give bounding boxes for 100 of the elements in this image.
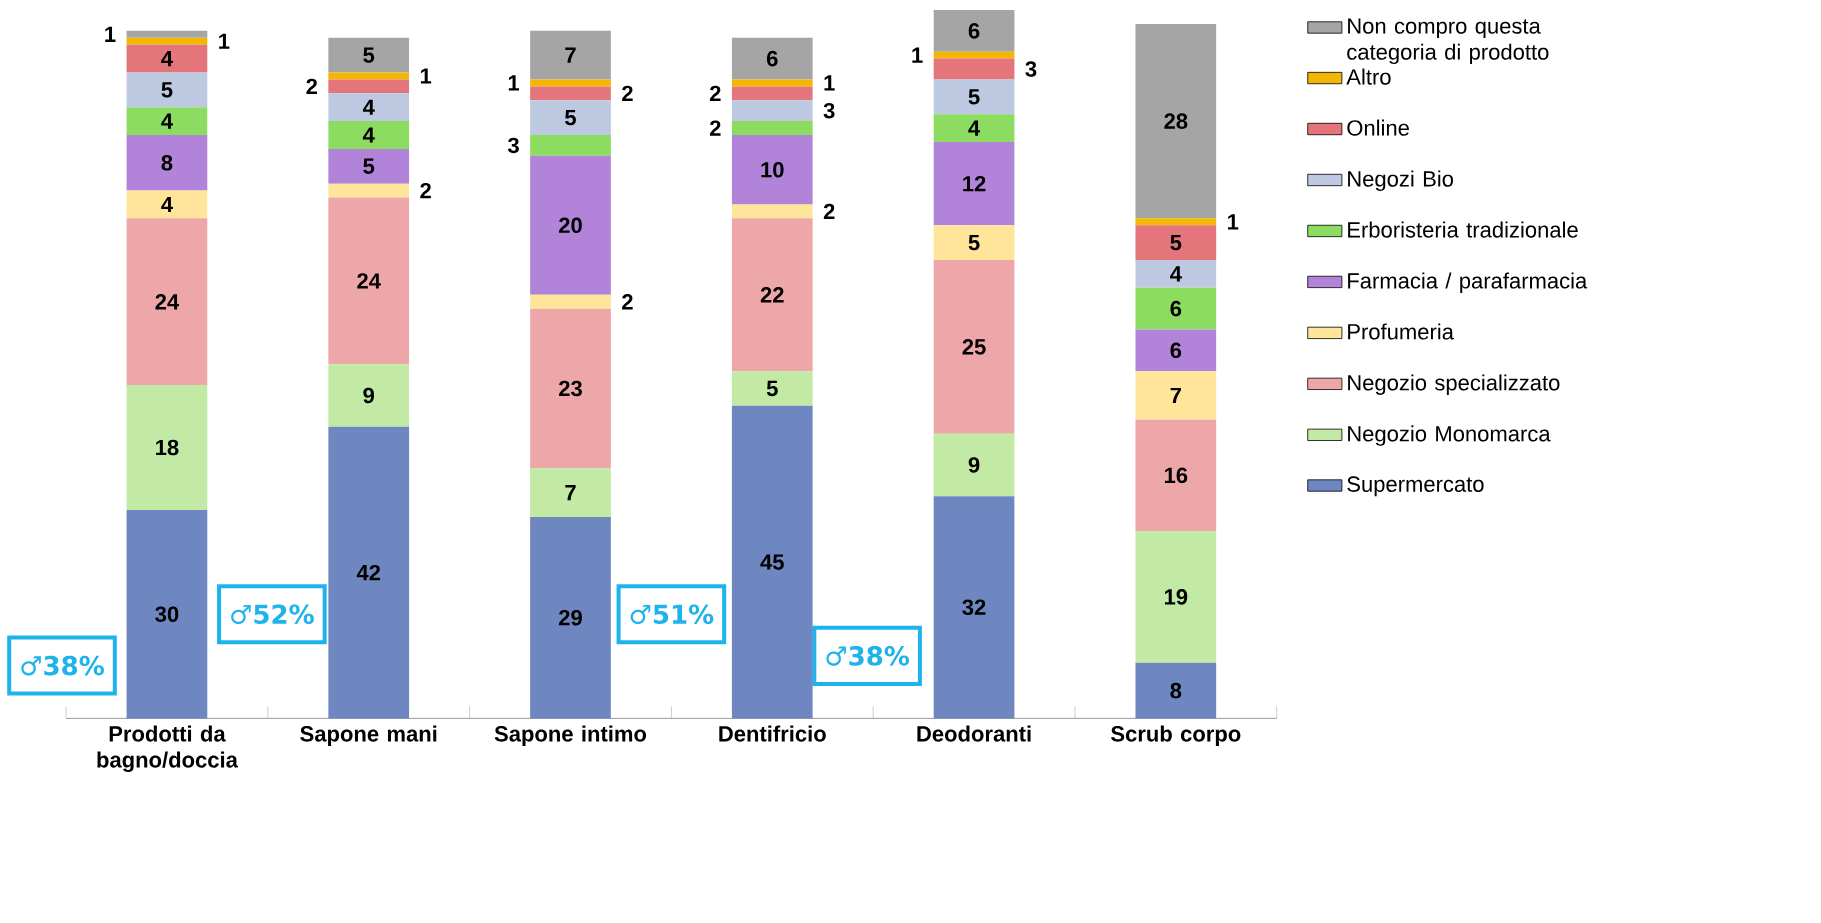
bar — [328, 38, 410, 73]
bar — [731, 204, 813, 219]
bar — [933, 114, 1015, 143]
x-tick-label: Sapone mani — [300, 725, 437, 747]
bar — [328, 149, 410, 184]
legend-label: Erboristeria tradizionale — [1348, 221, 1578, 238]
data-label: 1 — [508, 75, 520, 91]
x-tick-label: Deodoranti — [917, 725, 1031, 742]
bar — [731, 121, 813, 136]
x-tick-label: Dentifricio — [719, 725, 826, 742]
bar — [1135, 288, 1217, 330]
bar — [530, 31, 611, 80]
bar — [1135, 329, 1217, 372]
bar — [731, 371, 813, 407]
data-label: 32 — [962, 599, 986, 616]
data-label: 5 — [565, 110, 576, 126]
data-label: 6 — [1170, 301, 1182, 317]
bar — [933, 10, 1015, 52]
bar — [328, 426, 410, 719]
bar — [328, 197, 410, 365]
legend-label: Online — [1347, 119, 1409, 136]
data-label: 23 — [559, 380, 582, 397]
data-label: 10 — [761, 162, 784, 178]
annotation: ♂51% — [630, 604, 714, 625]
data-label: 8 — [161, 155, 173, 171]
bar — [328, 79, 410, 94]
data-label: 25 — [962, 339, 986, 355]
bar — [328, 121, 410, 150]
data-label: 6 — [766, 51, 778, 67]
bar — [126, 107, 208, 136]
bar — [1135, 663, 1217, 719]
bar — [126, 190, 208, 219]
data-label: 4 — [161, 113, 173, 129]
bar — [1135, 420, 1217, 532]
data-label: 4 — [161, 51, 173, 67]
data-label: 3 — [1025, 61, 1037, 78]
data-label: 18 — [156, 440, 179, 456]
data-label: 4 — [968, 120, 981, 136]
legend-label: Supermercato — [1347, 476, 1484, 497]
data-label: 30 — [155, 606, 179, 623]
bar — [1135, 24, 1217, 219]
legend-label: Farmacia / parafarmacia — [1348, 272, 1588, 294]
data-label: 2 — [622, 85, 633, 102]
bar — [530, 86, 611, 101]
data-label: 4 — [161, 197, 173, 213]
data-label: 1 — [420, 68, 432, 84]
data-label: 24 — [155, 294, 180, 310]
bar — [126, 135, 208, 191]
bar — [1135, 218, 1217, 226]
x-tick-label: Sapone intimo — [494, 725, 647, 747]
data-label: 24 — [357, 273, 381, 289]
data-label: 8 — [1170, 683, 1182, 699]
bar — [933, 496, 1015, 719]
data-label: 45 — [760, 554, 784, 571]
bar — [126, 31, 208, 39]
legend-label: Profumeria — [1348, 323, 1454, 340]
data-label: 2 — [306, 78, 317, 95]
data-label: 2 — [420, 183, 431, 199]
bar — [126, 218, 208, 386]
data-label: 16 — [1164, 467, 1188, 484]
data-label: 4 — [1170, 266, 1182, 282]
bar — [933, 58, 1015, 80]
legend-label: Negozio Monomarca — [1348, 425, 1551, 447]
x-tick-label: Scrub corpo — [1111, 725, 1241, 747]
data-label: 7 — [565, 47, 576, 63]
data-label: 5 — [968, 89, 980, 105]
data-label: 9 — [968, 457, 980, 473]
data-label: 20 — [559, 217, 582, 234]
legend-label: Negozi Bio — [1348, 170, 1453, 192]
legend-label: Negozio specializzato — [1348, 374, 1560, 396]
legend-label: Non compro questa categoria di prodotto — [1347, 18, 1549, 65]
bar — [126, 38, 208, 45]
bar — [731, 38, 813, 80]
bar — [328, 364, 410, 427]
data-label: 19 — [1164, 589, 1188, 605]
bar — [126, 44, 208, 73]
bar — [731, 100, 813, 122]
data-label: 1 — [1228, 214, 1239, 230]
data-label: 22 — [760, 287, 784, 303]
bar — [1135, 225, 1217, 261]
bar — [1135, 531, 1217, 664]
data-label: 9 — [363, 387, 375, 404]
data-label: 2 — [823, 203, 835, 220]
data-label: 5 — [363, 47, 375, 64]
data-label: 2 — [709, 120, 721, 136]
bar — [530, 135, 611, 157]
bar — [731, 135, 813, 205]
bar — [933, 225, 1015, 261]
bar — [731, 406, 813, 719]
data-label: 5 — [766, 381, 778, 397]
annotation: ♂38% — [21, 656, 104, 676]
data-label: 1 — [824, 75, 835, 91]
bar — [530, 308, 611, 469]
bar — [933, 79, 1015, 115]
data-label: 4 — [362, 127, 375, 143]
bar — [731, 79, 813, 87]
bar — [328, 93, 410, 122]
bar — [933, 51, 1015, 59]
bar — [1135, 260, 1217, 289]
bar — [530, 79, 611, 87]
